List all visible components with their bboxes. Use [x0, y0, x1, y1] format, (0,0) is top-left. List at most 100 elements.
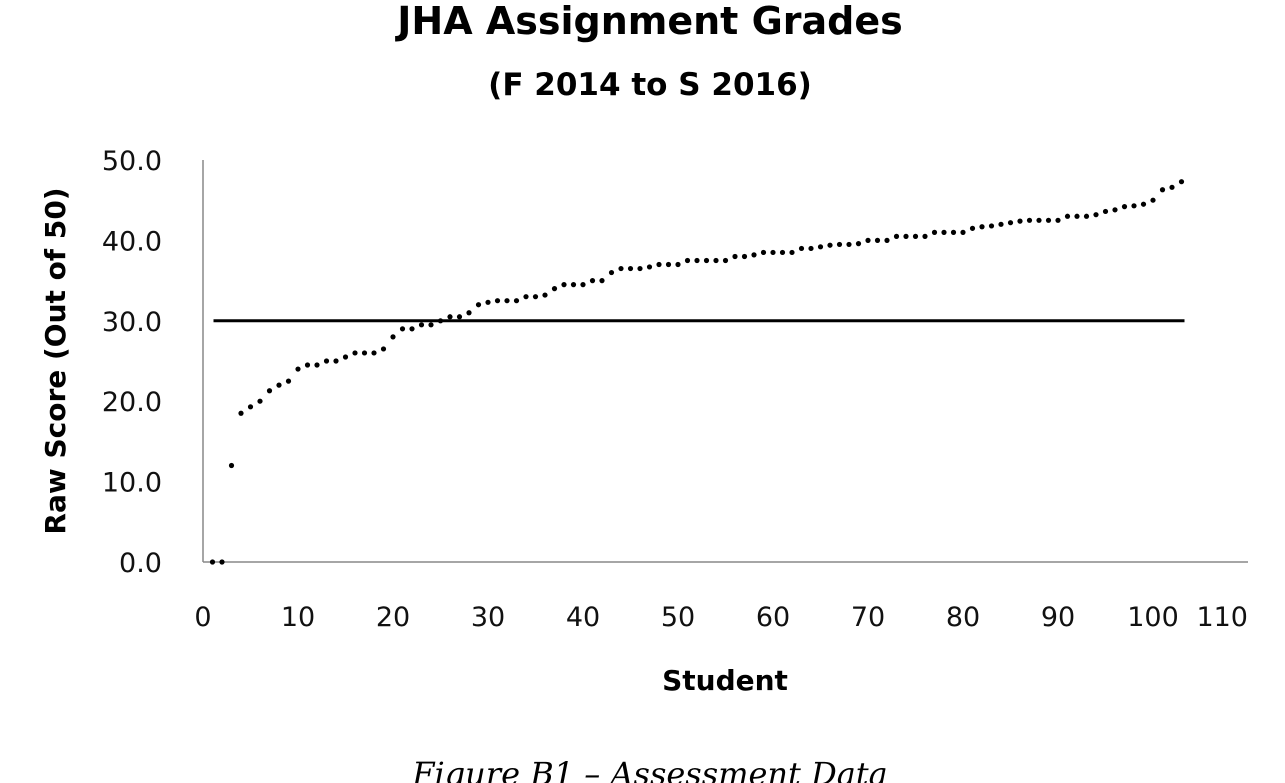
data-point	[418, 322, 425, 328]
data-point	[1017, 218, 1023, 224]
y-tick-labels: 0.0 10.0 20.0 30.0 40.0 50.0	[102, 146, 162, 579]
data-point	[589, 278, 596, 284]
data-point	[1169, 184, 1175, 190]
data-point	[969, 225, 976, 231]
data-point	[732, 253, 738, 260]
data-point	[456, 314, 463, 320]
data-point	[808, 245, 814, 252]
data-point	[789, 249, 795, 256]
data-point	[836, 241, 843, 248]
data-point	[950, 229, 957, 235]
data-point	[466, 310, 472, 316]
data-point	[238, 410, 244, 416]
data-point	[1102, 208, 1109, 215]
data-point	[551, 286, 558, 292]
x-tick-label: 60	[756, 602, 790, 633]
data-point	[209, 559, 216, 565]
data-point	[523, 294, 529, 300]
data-point	[1140, 201, 1147, 207]
data-point	[675, 261, 681, 268]
x-tick-label: 20	[376, 602, 410, 633]
data-point	[475, 302, 482, 308]
y-tick-label: 20.0	[102, 387, 162, 418]
data-points	[209, 179, 1185, 565]
x-tick-label: 10	[281, 602, 315, 633]
data-point	[219, 559, 225, 565]
data-point	[1131, 203, 1137, 209]
data-point	[247, 404, 254, 410]
x-tick-label: 80	[946, 602, 980, 633]
data-point	[874, 237, 881, 243]
data-point	[1083, 213, 1090, 219]
y-tick-label: 30.0	[102, 307, 162, 338]
data-point	[266, 388, 273, 394]
data-point	[580, 282, 586, 288]
data-point	[371, 350, 377, 356]
data-point	[694, 257, 700, 264]
y-tick-label: 10.0	[102, 468, 162, 499]
data-point	[1178, 179, 1185, 185]
data-point	[1007, 220, 1014, 226]
data-point	[741, 253, 748, 260]
data-point	[561, 282, 567, 288]
data-point	[722, 257, 729, 264]
chart-title: JHA Assignment Grades	[394, 0, 903, 43]
data-point	[1026, 217, 1033, 223]
data-point	[770, 249, 776, 256]
data-point	[893, 233, 900, 239]
data-point	[998, 221, 1004, 227]
data-point	[646, 264, 653, 270]
x-tick-label: 90	[1041, 602, 1075, 633]
data-point	[304, 362, 311, 368]
data-point	[865, 237, 871, 243]
data-point	[1074, 213, 1080, 219]
data-point	[504, 298, 510, 304]
y-axis-label: Raw Score (Out of 50)	[39, 187, 72, 534]
data-point	[760, 249, 767, 256]
data-point	[295, 366, 301, 372]
data-point	[1055, 217, 1061, 223]
data-point	[542, 292, 548, 298]
data-point	[941, 229, 947, 235]
data-point	[846, 241, 852, 248]
data-point	[228, 462, 235, 469]
data-point	[409, 326, 415, 332]
data-point	[665, 261, 672, 268]
data-point	[627, 265, 634, 272]
data-point	[485, 299, 491, 305]
x-tick-label: 70	[851, 602, 885, 633]
data-point	[1064, 213, 1071, 219]
data-point	[352, 350, 358, 356]
data-point	[599, 278, 605, 284]
data-point	[1112, 207, 1118, 213]
x-tick-label: 100	[1127, 602, 1179, 633]
data-point	[532, 294, 539, 300]
data-point	[276, 382, 282, 388]
data-point	[903, 233, 909, 239]
y-tick-label: 0.0	[119, 548, 162, 579]
data-point	[779, 249, 786, 256]
y-tick-label: 50.0	[102, 146, 162, 177]
data-point	[428, 322, 434, 328]
data-point	[988, 223, 995, 229]
data-point	[979, 224, 985, 230]
data-point	[1093, 212, 1099, 218]
data-point	[713, 257, 719, 264]
x-tick-label: 110	[1196, 602, 1248, 633]
x-tick-label: 50	[661, 602, 695, 633]
y-tick-label: 40.0	[102, 226, 162, 257]
data-point	[285, 378, 292, 384]
data-point	[333, 358, 339, 364]
data-point	[257, 398, 263, 404]
data-point	[817, 244, 824, 250]
x-tick-labels: 0 10 20 30 40 50 60 70 80 90 100 110	[194, 602, 1248, 633]
data-point	[684, 257, 691, 264]
data-point	[1121, 204, 1128, 210]
data-point	[1159, 187, 1166, 193]
data-point	[447, 314, 453, 320]
data-point	[390, 334, 396, 340]
data-point	[380, 346, 387, 352]
data-point	[513, 298, 520, 304]
data-point	[637, 265, 643, 272]
data-point	[656, 261, 662, 268]
